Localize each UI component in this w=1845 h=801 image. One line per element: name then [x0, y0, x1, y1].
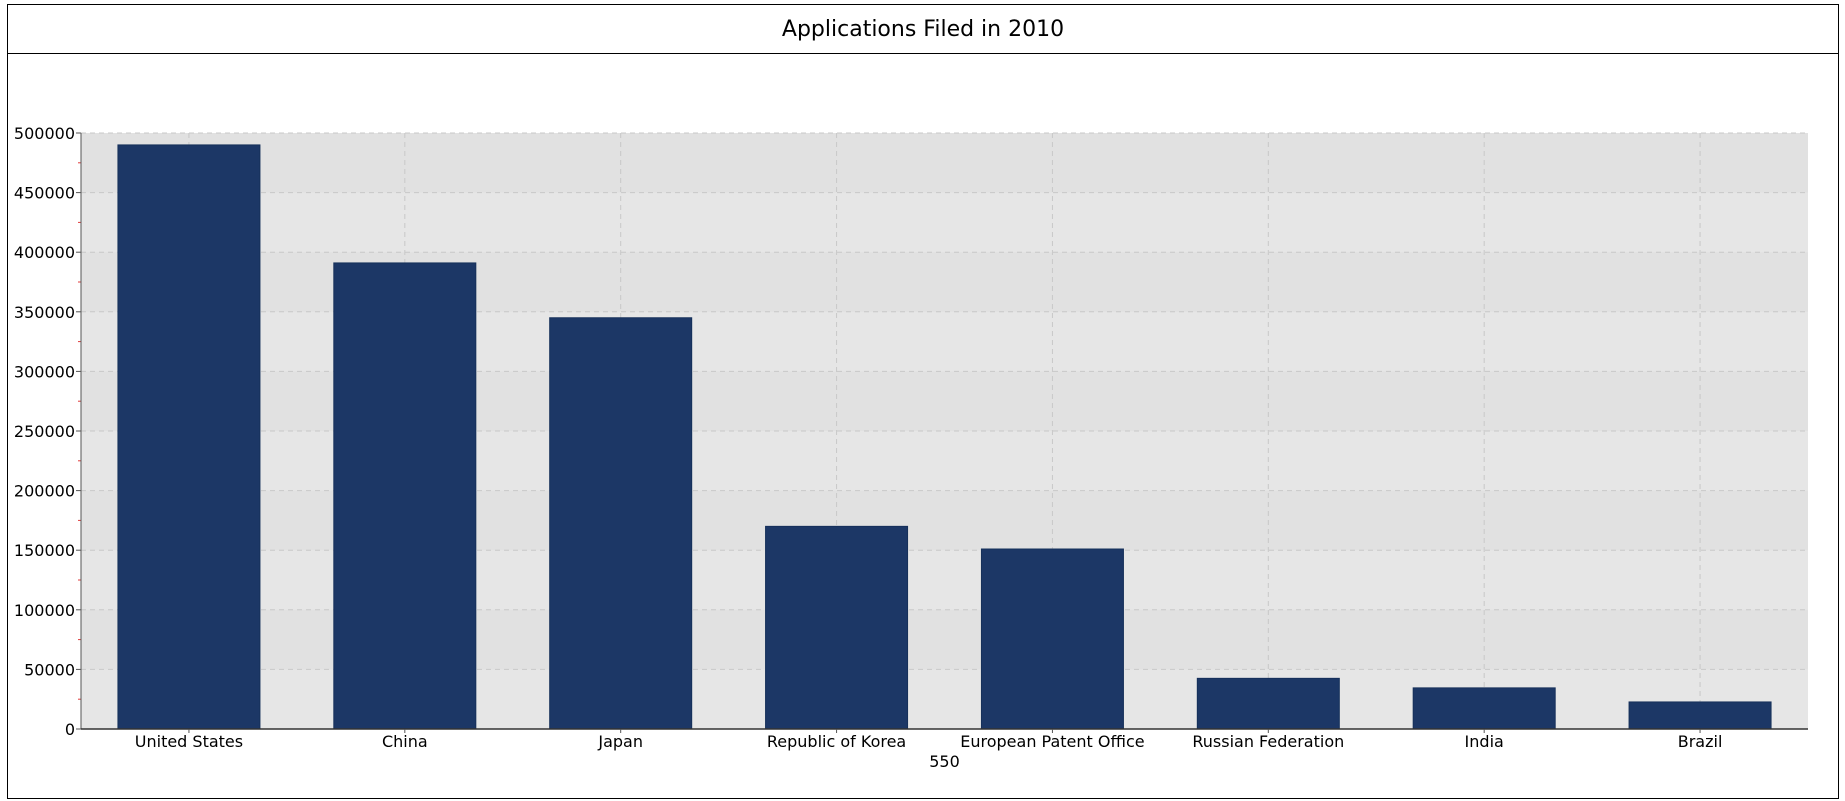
bar-republic-of-korea [765, 525, 909, 730]
y-tick-label: 50000 [24, 660, 75, 679]
x-category-label: European Patent Office [960, 732, 1144, 751]
x-category-label: India [1465, 732, 1504, 751]
chart-title-bar: Applications Filed in 2010 [8, 5, 1838, 54]
y-tick-label: 150000 [14, 541, 75, 560]
bar-russian-federation [1196, 677, 1340, 730]
y-tick-label: 300000 [14, 362, 75, 381]
y-tick-label: 500000 [14, 124, 75, 143]
bar-india [1412, 687, 1556, 730]
y-tick-label: 200000 [14, 482, 75, 501]
x-category-label: Republic of Korea [767, 732, 906, 751]
bar-brazil [1628, 701, 1772, 730]
bar-japan [549, 317, 693, 730]
y-tick-label: 350000 [14, 303, 75, 322]
x-category-label: China [382, 732, 428, 751]
y-tick-label: 0 [65, 720, 75, 739]
chart-title: Applications Filed in 2010 [781, 16, 1065, 42]
x-category-label: United States [135, 732, 243, 751]
bar-china [333, 262, 477, 730]
y-tick-label: 400000 [14, 243, 75, 262]
x-category-label: Russian Federation [1192, 732, 1344, 751]
x-axis-title: 550 [929, 752, 960, 771]
bar-european-patent-office [980, 548, 1124, 730]
y-tick-label: 450000 [14, 184, 75, 203]
x-category-label: Japan [597, 732, 643, 751]
y-tick-label: 100000 [14, 601, 75, 620]
bar-united-states [117, 144, 261, 730]
y-tick-label: 250000 [14, 422, 75, 441]
plot-band [81, 133, 1808, 193]
x-category-label: Brazil [1678, 732, 1723, 751]
